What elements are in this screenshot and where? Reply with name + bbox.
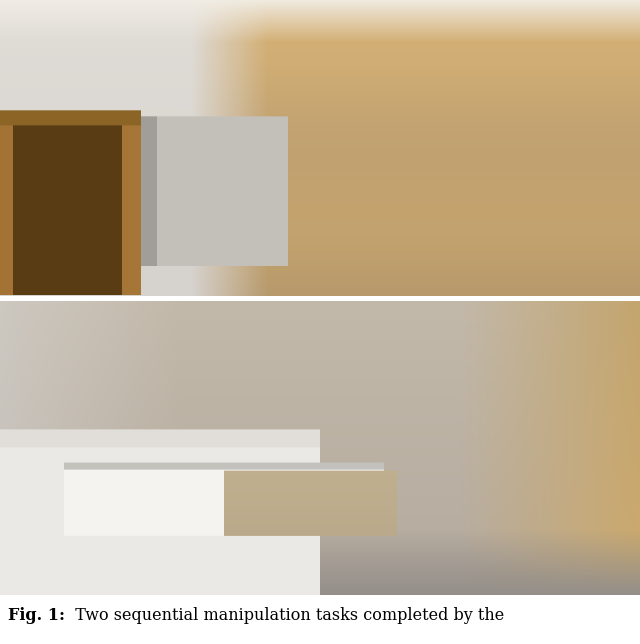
Text: Two sequential manipulation tasks completed by the: Two sequential manipulation tasks comple… [65,607,504,624]
Text: Fig. 1:: Fig. 1: [8,607,65,624]
